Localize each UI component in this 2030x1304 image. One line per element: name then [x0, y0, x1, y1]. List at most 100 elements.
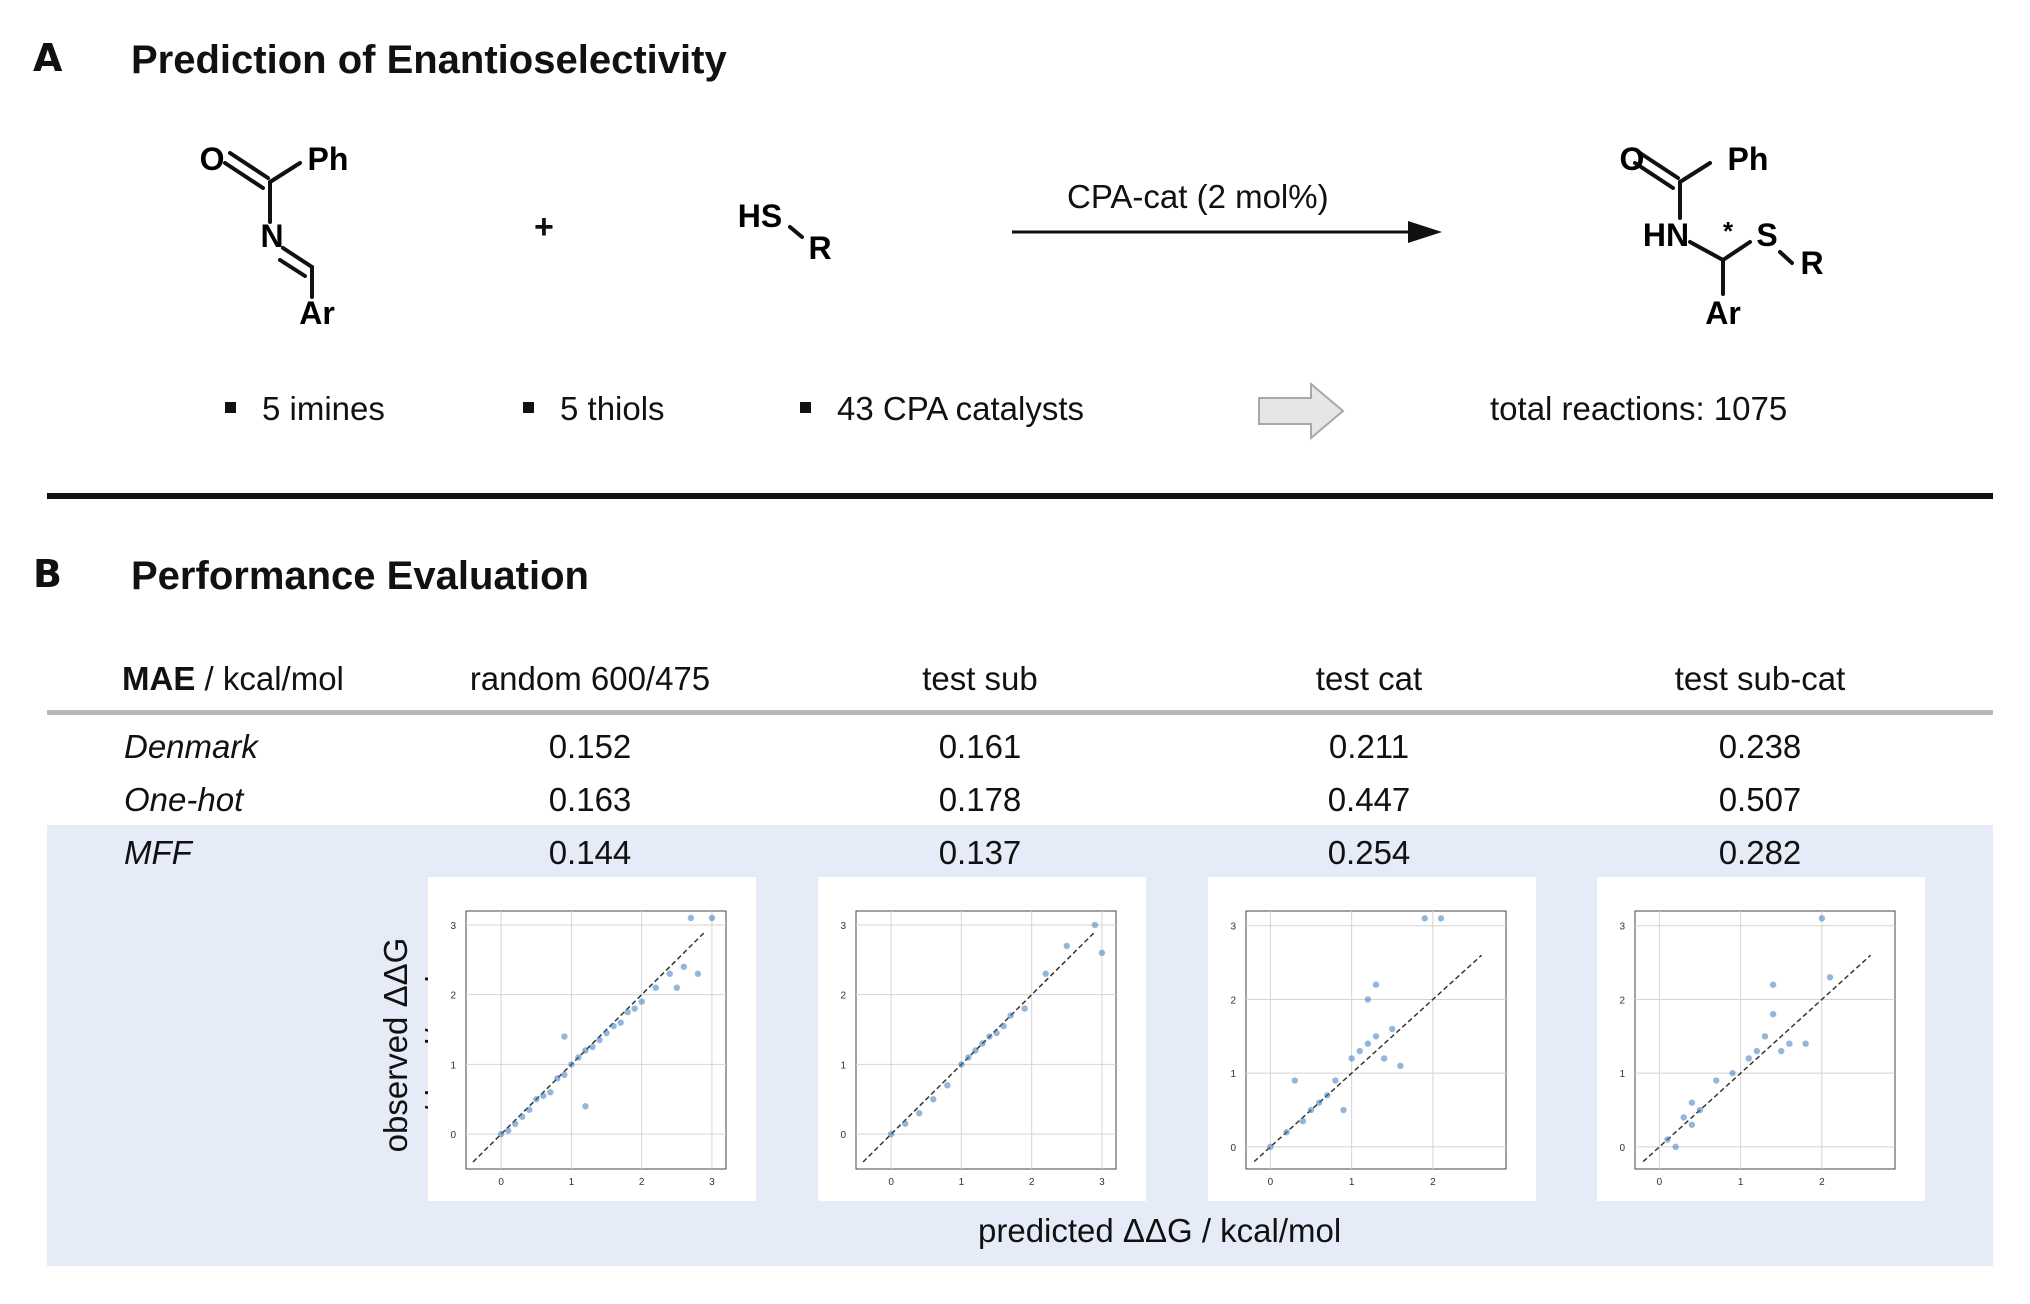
y-tick-label: 1	[1619, 1069, 1625, 1080]
data-point	[1315, 1099, 1323, 1106]
data-point	[1021, 1005, 1028, 1012]
data-point	[680, 963, 688, 970]
total-reactions: total reactions: 1075	[1490, 390, 1788, 427]
y-tick-label: 1	[840, 1060, 846, 1071]
thiol-r: R	[808, 230, 831, 266]
data-point	[1729, 1069, 1736, 1077]
data-point	[1688, 1121, 1696, 1128]
table-header-rule	[47, 710, 1993, 715]
data-point	[1372, 1033, 1380, 1040]
data-point	[519, 1113, 526, 1120]
x-tick-label: 0	[888, 1177, 894, 1188]
imine-structure: O Ph N Ar	[200, 141, 349, 331]
data-point	[1802, 1040, 1809, 1047]
product-hn-atom: HN	[1643, 217, 1689, 253]
data-point	[1042, 970, 1049, 977]
table-cell: 0.178	[938, 781, 1022, 818]
column-header: random 600/475	[469, 660, 711, 697]
row-name-denmark: Denmark	[124, 728, 258, 765]
bullet-catalysts: 43 CPA catalysts	[800, 390, 1084, 428]
imine-n-atom: N	[260, 218, 283, 254]
data-point	[1000, 1022, 1007, 1030]
plot-frame	[855, 910, 1117, 1170]
x-tick-label: 1	[569, 1177, 575, 1188]
data-point	[1332, 1077, 1339, 1084]
data-point	[568, 1061, 575, 1068]
data-point	[1745, 1055, 1752, 1062]
x-axis-label: predicted ΔΔG / kcal/mol	[978, 1212, 1342, 1249]
data-point	[561, 1071, 568, 1079]
data-point	[1753, 1047, 1761, 1055]
column-header: test sub	[922, 660, 1038, 697]
table-cell: 0.254	[1327, 834, 1411, 871]
data-point	[1389, 1025, 1396, 1033]
plus-sign: +	[534, 208, 554, 246]
table-cell: 0.163	[548, 781, 632, 818]
thiol-structure: HS R	[738, 198, 832, 266]
imine-ph-group: Ph	[308, 141, 349, 177]
bullet-imines: 5 imines	[225, 390, 385, 428]
data-point	[1356, 1047, 1363, 1055]
data-point	[1364, 1040, 1372, 1047]
scatter-plot-test-sub: 0 1 2 3 0 1 2 3	[818, 877, 1146, 1201]
product-ph-group: Ph	[1728, 141, 1769, 177]
data-point	[1283, 1128, 1290, 1136]
bullet-square	[800, 401, 811, 413]
data-point	[901, 1120, 909, 1127]
row-name-one-hot: One-hot	[124, 781, 244, 818]
data-point	[1769, 1011, 1777, 1018]
panel-a-title: Prediction of Enantioselectivity	[131, 38, 727, 82]
data-point	[554, 1075, 561, 1082]
header-mae: MAE	[122, 660, 196, 697]
row-name-mff: MFF	[124, 834, 192, 871]
data-point	[1340, 1106, 1347, 1114]
data-point	[1437, 915, 1445, 922]
table-cell: 0.137	[938, 834, 1022, 871]
data-point	[993, 1029, 1000, 1037]
product-structure: O Ph HN * S R Ar	[1620, 141, 1824, 331]
reaction-arrow	[1012, 221, 1442, 243]
scatter-plot-test-cat: 0 1 2 0 1 2 3	[1208, 877, 1536, 1201]
x-tick-label: 3	[1099, 1177, 1105, 1188]
product-s-atom: S	[1756, 217, 1777, 253]
data-point	[540, 1092, 547, 1099]
header-unit: / kcal/mol	[204, 660, 344, 697]
data-point	[504, 1127, 512, 1134]
panel-b-letter: B	[33, 552, 62, 596]
x-tick-label: 3	[709, 1177, 715, 1188]
column-header: test cat	[1315, 660, 1423, 697]
x-tick-label: 1	[959, 1177, 965, 1188]
table-cell: 0.238	[1718, 728, 1802, 765]
data-point	[1307, 1106, 1315, 1114]
data-point	[603, 1029, 610, 1037]
data-point	[582, 1103, 589, 1110]
data-point	[533, 1096, 540, 1103]
data-point	[1267, 1143, 1274, 1151]
data-point	[965, 1054, 972, 1061]
y-tick-label: 3	[450, 921, 456, 932]
data-point	[1397, 1062, 1404, 1069]
table-cell: 0.161	[938, 728, 1022, 765]
data-point	[1324, 1092, 1331, 1099]
y-tick-label: 2	[450, 991, 456, 1002]
data-point	[916, 1110, 923, 1117]
identity-line	[1642, 954, 1872, 1163]
scatter-plot-test-sub-cat: 0 1 2 0 1 2 3	[1597, 877, 1925, 1201]
panel-a-letter: A	[33, 36, 63, 80]
data-point	[1098, 949, 1106, 957]
x-tick-label: 2	[1819, 1177, 1825, 1188]
data-point	[687, 914, 695, 922]
data-point	[666, 970, 673, 977]
product-ar-group: Ar	[1705, 295, 1741, 331]
y-tick-label: 0	[1230, 1143, 1236, 1154]
x-tick-label: 1	[1738, 1177, 1744, 1188]
data-point	[1364, 996, 1372, 1003]
data-point	[589, 1043, 596, 1051]
data-point	[1299, 1117, 1307, 1125]
y-tick-label: 3	[1230, 922, 1236, 933]
data-point	[1786, 1040, 1793, 1047]
x-tick-label: 2	[1029, 1177, 1035, 1188]
data-point	[1778, 1047, 1785, 1055]
y-axis-label-line1: observed ΔΔG	[377, 937, 414, 1153]
table-cell: 0.447	[1327, 781, 1411, 818]
